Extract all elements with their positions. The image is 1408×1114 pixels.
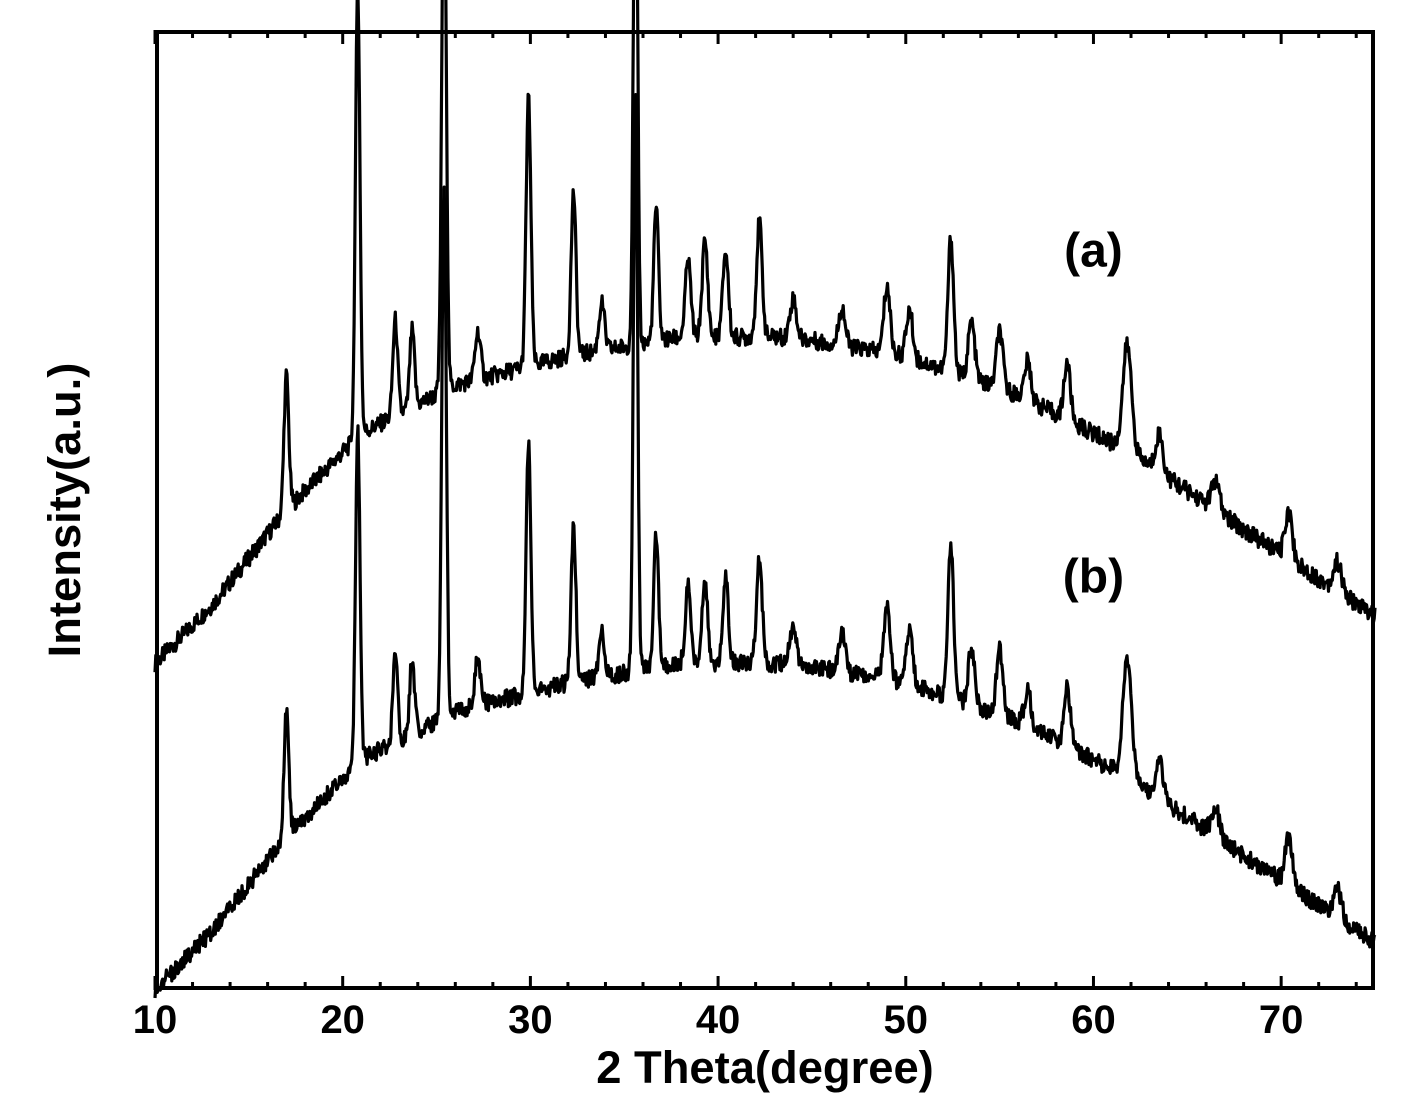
x-tick-label: 20 [320,998,365,1043]
x-tick-label: 50 [884,998,929,1043]
x-axis-label: 2 Theta(degree) [596,1042,934,1094]
plot-svg [0,0,1408,1114]
x-tick-label: 60 [1071,998,1116,1043]
x-tick-label: 70 [1259,998,1304,1043]
xrd-pattern-b [155,95,1375,998]
x-tick-label: 30 [508,998,553,1043]
x-tick-label: 40 [696,998,741,1043]
x-tick-label: 10 [133,998,178,1043]
series-label-b: (b) [1063,550,1124,605]
series-label-a: (a) [1064,223,1123,278]
y-axis-label: Intensity(a.u.) [39,363,91,658]
xrd-pattern-a [155,0,1375,672]
xrd-figure: Intensity(a.u.) 2 Theta(degree) 10 20 30 40… [0,0,1408,1114]
